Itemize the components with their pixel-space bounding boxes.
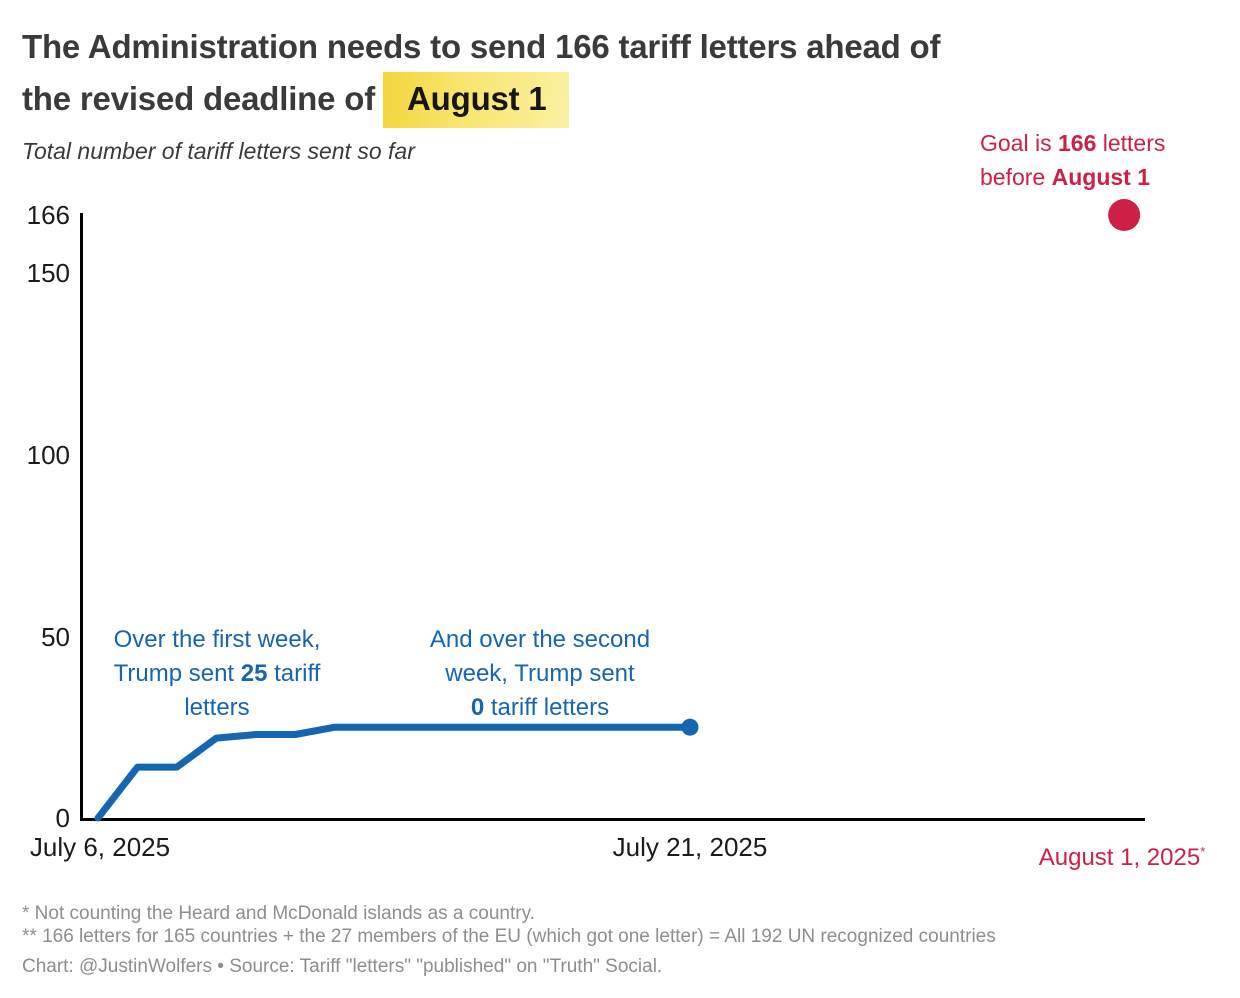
- line-end-dot: [681, 718, 699, 736]
- footnote-marker: *: [1200, 844, 1206, 859]
- chart-title: The Administration needs to send 166 tar…: [22, 22, 1202, 128]
- footnote-2: ** 166 letters for 165 countries + the 2…: [22, 926, 996, 947]
- callout-text: tariff: [267, 660, 321, 687]
- callout-number: 0: [470, 694, 485, 721]
- goal-text: Goal is: [980, 130, 1058, 156]
- y-axis-tick-label: 0: [55, 803, 70, 833]
- callout-text: And over the second: [429, 626, 651, 653]
- y-axis-tick-label: 150: [26, 258, 70, 288]
- goal-dot: [1108, 199, 1141, 231]
- goal-text-suffix: letters: [1096, 130, 1166, 156]
- title-highlight: August 1: [383, 72, 569, 128]
- x-axis-deadline-date: August 1, 2025: [1038, 844, 1201, 871]
- x-axis-tick-label-july6: July 6, 2025: [29, 832, 171, 862]
- chart-title-line1: The Administration needs to send 166 tar…: [22, 28, 941, 65]
- goal-text-before: before: [980, 164, 1052, 190]
- callout-first-week: Over the first week, Trump sent 25 tarif…: [67, 623, 367, 725]
- callout-text: tariff letters: [484, 694, 610, 721]
- tariff-letters-line: [94, 723, 694, 822]
- y-axis-tick-label: 166: [26, 200, 70, 230]
- callout-text: letters: [184, 694, 250, 721]
- goal-date: August 1: [1051, 164, 1150, 190]
- chart-title-line2: the revised deadline of: [22, 80, 376, 117]
- y-axis-tick-label: 50: [41, 622, 70, 652]
- y-axis-tick-label: 100: [26, 440, 70, 470]
- x-axis-tick-label-july21: July 21, 2025: [612, 832, 768, 862]
- callout-text: week, Trump sent: [445, 660, 635, 687]
- chart-subtitle: Total number of tariff letters sent so f…: [22, 138, 415, 164]
- callout-second-week: And over the second week, Trump sent 0 t…: [390, 623, 690, 725]
- callout-text: Trump sent: [113, 660, 241, 687]
- callout-text: Over the first week,: [113, 626, 321, 653]
- footnote-1: * Not counting the Heard and McDonald is…: [22, 903, 535, 924]
- goal-number: 166: [1057, 130, 1097, 156]
- credit-line: Chart: @JustinWolfers • Source: Tariff "…: [22, 956, 663, 977]
- goal-annotation: Goal is 166 letters before August 1: [980, 126, 1220, 194]
- callout-number: 25: [240, 660, 268, 687]
- x-axis-tick-label-august1: August 1, 2025*: [1038, 836, 1206, 871]
